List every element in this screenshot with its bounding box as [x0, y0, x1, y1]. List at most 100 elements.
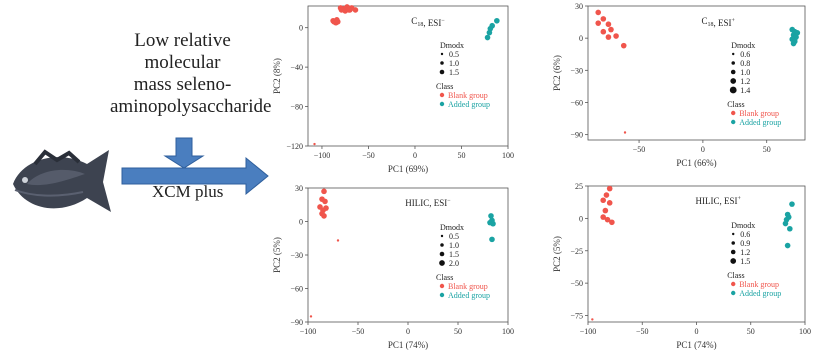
- data-point: [336, 239, 340, 242]
- dmodx-legend-label: 0.6: [740, 230, 750, 239]
- y-tick-label: 0: [299, 24, 303, 33]
- x-tick-label: −100: [300, 327, 317, 336]
- data-point: [313, 142, 316, 146]
- y-tick-label: −50: [570, 279, 583, 288]
- class-legend-title: Class: [436, 273, 453, 282]
- data-point: [494, 17, 500, 24]
- class-legend-title: Class: [727, 271, 744, 280]
- x-tick-label: 0: [406, 327, 410, 336]
- dmodx-legend-label: 0.6: [740, 50, 750, 59]
- x-tick-label: −50: [636, 327, 649, 336]
- y-tick-label: −60: [290, 285, 303, 294]
- plot-frame: [307, 187, 509, 323]
- dmodx-legend-title: Dmodx: [440, 41, 464, 50]
- dmodx-legend-label: 1.0: [449, 59, 459, 68]
- dmodx-legend-label: 0.5: [449, 50, 459, 59]
- class-legend-symbol: [731, 281, 736, 287]
- dmodx-legend-symbol: [440, 234, 444, 238]
- data-point: [352, 7, 359, 13]
- data-point: [784, 242, 791, 249]
- data-point: [604, 216, 611, 223]
- x-tick-label: 0: [695, 327, 699, 336]
- chart-title: HILIC, ESI−: [405, 198, 451, 208]
- chart-title: C18, ESI−: [411, 16, 445, 28]
- x-tick-label: 0: [701, 145, 705, 154]
- data-point: [600, 214, 606, 220]
- pca-score-plot: −100 −50 0 50 100 25 0 −25 −50 −75 PC1 (74%) PC2 (5…: [552, 182, 811, 350]
- pca-score-plot: −100 −50 0 50 100 30 0 −30 −60 −90 PC1 (74%) PC2 (5…: [272, 184, 514, 350]
- dmodx-legend-symbol: [440, 52, 444, 56]
- dmodx-legend-symbol: [730, 258, 737, 264]
- data-point: [609, 219, 615, 226]
- data-point: [321, 213, 327, 219]
- class-legend-label: Added group: [739, 289, 781, 298]
- data-point: [489, 22, 495, 29]
- pca-score-plot: −100 −50 0 50 100 0 −40 −80 −120 PC1 (69%) PC2 (8%…: [272, 4, 514, 174]
- y-tick-label: 0: [579, 214, 583, 223]
- dmodx-legend-symbol: [732, 52, 735, 56]
- y-tick-label: −60: [570, 98, 583, 107]
- chart-title: HILIC, ESI+: [696, 196, 742, 206]
- chart-title: C18, ESI+: [701, 16, 735, 28]
- x-tick-label: −50: [633, 145, 646, 154]
- x-tick-label: 0: [413, 151, 417, 160]
- y-tick-label: −75: [570, 312, 583, 321]
- x-tick-label: 50: [454, 327, 462, 336]
- dmodx-legend-label: 1.4: [740, 86, 750, 95]
- class-legend-symbol: [439, 292, 445, 298]
- x-tick-label: 50: [747, 327, 755, 336]
- y-tick-label: −80: [290, 103, 303, 112]
- class-legend-label: Blank group: [448, 282, 488, 291]
- class-legend-label: Blank group: [739, 109, 779, 118]
- class-legend-title: Class: [436, 82, 453, 91]
- x-tick-label: 100: [799, 327, 811, 336]
- data-point: [606, 185, 613, 192]
- y-tick-label: 25: [575, 182, 583, 191]
- data-point: [787, 225, 793, 232]
- class-legend-symbol: [731, 110, 736, 116]
- y-axis-label: PC2 (8%): [272, 58, 282, 94]
- x-axis-label: PC1 (74%): [676, 340, 716, 350]
- data-point: [338, 7, 345, 13]
- data-point: [490, 220, 496, 227]
- data-point: [591, 318, 594, 321]
- dmodx-legend-symbol: [439, 260, 445, 266]
- dmodx-legend-label: 1.5: [740, 257, 750, 266]
- data-point: [602, 207, 609, 214]
- dmodx-legend-label: 1.5: [449, 250, 459, 259]
- data-point: [608, 26, 614, 33]
- y-tick-label: −40: [290, 63, 303, 72]
- data-point: [600, 28, 607, 35]
- y-tick-label: 0: [299, 218, 303, 227]
- data-point: [346, 7, 352, 13]
- data-point: [321, 188, 327, 195]
- dmodx-legend-label: 1.2: [740, 77, 750, 86]
- class-legend-symbol: [439, 283, 445, 289]
- y-tick-label: −25: [570, 247, 583, 256]
- compound-line: Low relative: [134, 30, 231, 51]
- class-legend-label: Blank group: [739, 280, 779, 289]
- class-legend-symbol: [439, 101, 445, 107]
- dmodx-legend-symbol: [731, 61, 735, 65]
- dmodx-legend-title: Dmodx: [731, 41, 755, 50]
- x-tick-label: 50: [763, 145, 771, 154]
- data-point: [489, 236, 495, 243]
- dmodx-legend-symbol: [439, 251, 445, 257]
- dmodx-legend-symbol: [440, 61, 444, 65]
- dmodx-legend-symbol: [440, 243, 444, 247]
- x-axis-label: PC1 (69%): [388, 164, 428, 174]
- dmodx-legend-symbol: [730, 69, 736, 75]
- data-point: [600, 197, 606, 204]
- data-point: [488, 213, 494, 219]
- y-tick-label: −30: [290, 251, 303, 260]
- data-point: [606, 200, 613, 206]
- data-point: [789, 201, 795, 207]
- data-point: [613, 33, 619, 39]
- class-legend-label: Added group: [448, 291, 490, 300]
- x-axis-label: PC1 (66%): [676, 158, 716, 168]
- data-point: [603, 192, 610, 198]
- down-arrow-icon: [163, 137, 205, 169]
- pca-score-plot: −50 0 50 30 0 −30 −60 −90 PC1 (66%) PC2 (6%) C18, …: [552, 2, 806, 168]
- data-point: [322, 198, 328, 205]
